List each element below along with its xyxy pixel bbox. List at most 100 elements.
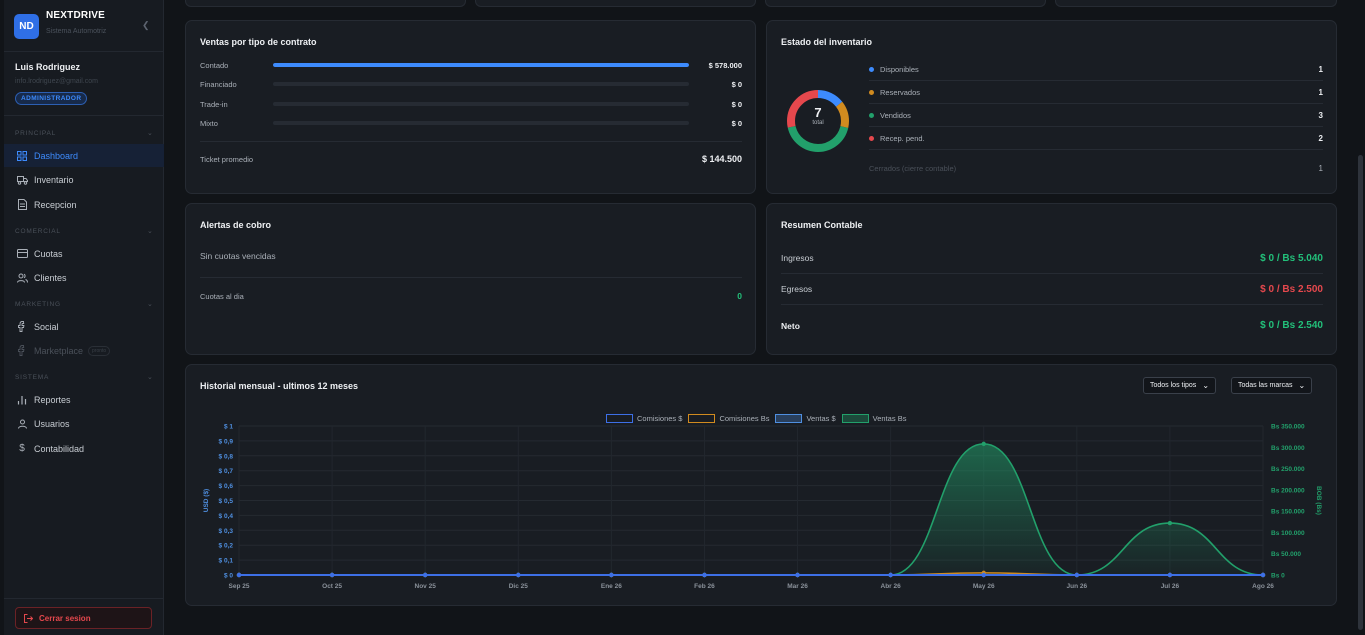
data-point [516, 572, 521, 578]
contract-bar-fill [273, 63, 689, 67]
chevron-down-icon: ⌄ [1202, 381, 1210, 390]
inventory-label: Vendidos [880, 110, 911, 120]
contract-row: Contado $ 578.000 [200, 59, 742, 71]
sidebar: ND NEXTDRIVE Sistema Automotriz ❮ Luis R… [4, 0, 164, 635]
grid-icon [16, 150, 28, 162]
data-point [1167, 520, 1173, 526]
x-tick-label: Abr 26 [881, 583, 902, 590]
chevron-down-icon[interactable]: ⌄ [147, 301, 153, 308]
brand-logo: ND [14, 14, 39, 39]
history-chart: $ 0 $ 0,1 $ 0,2 $ 0,3 $ 0,4 $ 0,5 $ 0,6 $ 0,7 $ … [203, 424, 1322, 591]
series-line [238, 443, 1264, 576]
y-right-tick-label: Bs 350.000 [1271, 424, 1305, 431]
sidebar-item-clientes[interactable]: Clientes [4, 266, 164, 289]
divider [4, 51, 164, 52]
alerts-ok-row: Cuotas al dia 0 [200, 291, 742, 301]
user-email: info.lrodriguez@gmail.com [15, 78, 98, 85]
y-right-tick-label: Bs 50.000 [1271, 551, 1301, 558]
soon-badge: pronto [88, 345, 111, 356]
inventory-value: 1 [1318, 64, 1323, 74]
top-card [475, 0, 756, 7]
accounting-expense-row: Egresos $ 0 / Bs 2.500 [781, 274, 1323, 305]
chevron-down-icon[interactable]: ⌄ [147, 228, 153, 235]
legend-label: Comisiones $ [637, 414, 683, 423]
contract-value: $ 0 [731, 99, 742, 109]
section-label-marketing: MARKETING [15, 301, 61, 308]
contract-row: Mixto $ 0 [200, 117, 742, 129]
brand-subtitle: Sistema Automotriz [46, 28, 107, 35]
income-value: $ 0 / Bs 5.040 [1260, 252, 1323, 264]
role-badge: ADMINISTRADOR [15, 92, 88, 105]
sidebar-item-usuarios[interactable]: Usuarios [4, 412, 164, 435]
y-left-tick-label: $ 0,4 [219, 513, 234, 520]
sidebar-item-label: Recepcion [34, 199, 77, 210]
legend-item[interactable]: Ventas $ [775, 414, 836, 423]
contract-label: Mixto [200, 118, 218, 128]
sidebar-item-contabilidad[interactable]: $ Contabilidad [4, 437, 164, 460]
y-right-tick-label: Bs 200.000 [1271, 487, 1305, 494]
sidebar-item-label: Reportes [34, 394, 71, 405]
sidebar-item-social[interactable]: Social [4, 315, 164, 338]
inventory-value: 2 [1318, 133, 1323, 143]
legend-item[interactable]: Comisiones Bs [688, 414, 769, 423]
sidebar-item-dashboard[interactable]: Dashboard [4, 144, 164, 167]
status-dot [869, 135, 874, 141]
divider [4, 115, 164, 116]
y-right-tick-label: Bs 300.000 [1271, 445, 1305, 452]
contract-bar-track [273, 102, 689, 106]
legend-swatch [688, 414, 716, 423]
expense-value: $ 0 / Bs 2.500 [1260, 283, 1323, 295]
brand[interactable]: ND NEXTDRIVE Sistema Automotriz [14, 10, 106, 39]
sidebar-item-cuotas[interactable]: Cuotas [4, 242, 164, 265]
chevron-down-icon[interactable]: ⌄ [147, 374, 153, 381]
inventory-row: Recep. pend. 2 [869, 127, 1323, 150]
income-label: Ingresos [781, 253, 814, 263]
contract-label: Financiado [200, 79, 237, 89]
y-left-tick-label: $ 0,5 [219, 498, 234, 505]
card-title: Alertas de cobro [200, 220, 272, 230]
x-tick-label: Nov 25 [415, 583, 437, 590]
logout-label: Cerrar sesion [39, 613, 91, 623]
contract-bar-track [273, 121, 689, 125]
legend-item[interactable]: Ventas Bs [841, 414, 906, 423]
card-icon [16, 248, 28, 260]
chart-legend: Comisiones $ Comisiones Bs Ventas $ Ventas … [606, 410, 912, 428]
dollar-icon: $ [19, 443, 25, 454]
contract-label: Contado [200, 60, 229, 70]
logout-button[interactable]: Cerrar sesion [15, 607, 152, 629]
y-left-tick-label: $ 0,9 [219, 438, 234, 445]
user-name: Luis Rodriguez [15, 62, 80, 72]
alerts-ok-label: Cuotas al dia [200, 291, 244, 301]
y-left-tick-label: $ 0,3 [219, 528, 234, 535]
sidebar-item-label: Cuotas [34, 248, 63, 259]
expense-label: Egresos [781, 284, 813, 294]
x-tick-label: Mar 26 [787, 583, 808, 590]
sidebar-item-inventario[interactable]: Inventario [4, 168, 164, 191]
legend-item[interactable]: Comisiones $ [606, 414, 682, 423]
y-left-tick-label: $ 0 [224, 573, 233, 580]
page-scrollbar[interactable] [1358, 155, 1363, 630]
data-point [609, 572, 614, 578]
chevron-down-icon[interactable]: ⌄ [147, 130, 153, 137]
card-title: Resumen Contable [781, 220, 863, 230]
series-area [239, 443, 1263, 575]
facebook-icon [16, 345, 28, 357]
y-left-tick-label: $ 0,6 [219, 483, 234, 490]
brand-filter-select[interactable]: Todas las marcas ⌄ [1231, 377, 1313, 394]
accounting-income-row: Ingresos $ 0 / Bs 5.040 [781, 243, 1323, 274]
section-label-sistema: SISTEMA [15, 374, 50, 381]
y-right-tick-label: Bs 250.000 [1271, 466, 1305, 473]
main-content: Ventas por tipo de contrato Contado $ 57… [165, 0, 1357, 635]
donut-segment [787, 90, 849, 152]
chevron-left-icon[interactable]: ❮ [142, 20, 150, 30]
bar-chart-icon [16, 394, 28, 406]
card-title: Ventas por tipo de contrato [200, 37, 317, 47]
inventory-closed-label: Cerrados (cierre contable) [869, 164, 957, 173]
sidebar-item-reportes[interactable]: Reportes [4, 388, 164, 411]
x-tick-label: Dic 25 [509, 583, 529, 590]
sidebar-item-recepcion[interactable]: Recepcion [4, 193, 164, 216]
type-filter-select[interactable]: Todos los tipos ⌄ [1143, 377, 1217, 394]
logout-icon [24, 613, 33, 623]
data-point [422, 572, 428, 578]
top-card [765, 0, 1046, 7]
